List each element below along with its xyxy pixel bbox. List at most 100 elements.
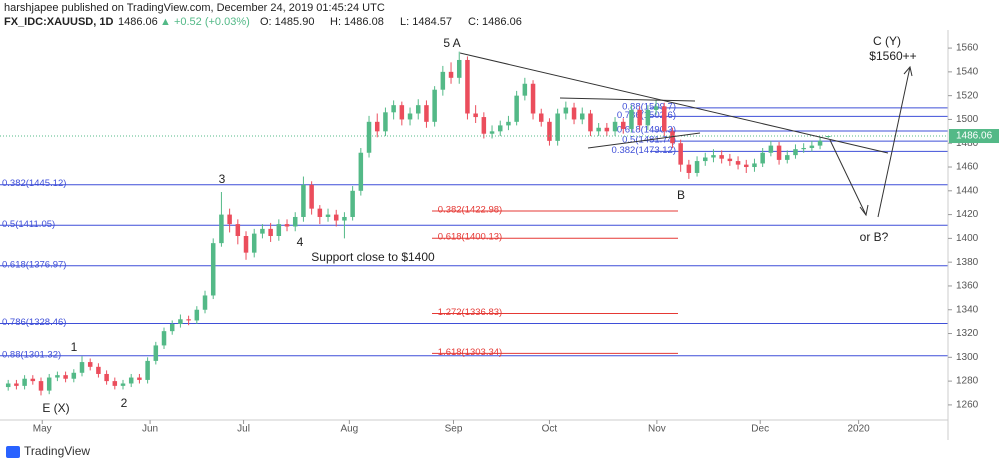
x-tick-label: Nov <box>648 424 666 435</box>
projection <box>877 66 911 218</box>
candle-body <box>22 378 27 386</box>
candle-body <box>637 109 642 126</box>
y-tick-label: 1300 <box>956 352 979 363</box>
candle-body <box>506 121 511 126</box>
candle-body <box>612 121 618 132</box>
candle-body <box>432 89 437 122</box>
open-value: O: 1485.90 <box>260 16 314 28</box>
x-tick-label: Sep <box>445 424 463 435</box>
projection <box>829 139 867 216</box>
candle-body <box>752 163 757 168</box>
candle-body <box>235 224 241 237</box>
candle-body <box>137 377 142 380</box>
brand: TradingView <box>24 444 90 458</box>
candle-body <box>276 224 282 237</box>
candle-body <box>440 71 446 90</box>
candle-body <box>202 295 208 310</box>
annotation: C (Y) <box>873 34 901 48</box>
candle-body <box>391 105 396 113</box>
y-tick-label: 1460 <box>956 162 979 173</box>
price: 1486.06 <box>118 16 158 28</box>
candle-body <box>161 331 167 346</box>
candle-body <box>96 366 101 374</box>
candle-body <box>14 383 19 386</box>
candle-body <box>465 59 470 114</box>
candle-body <box>538 113 544 122</box>
annotation: 5 A <box>443 36 460 50</box>
candle-body <box>481 117 487 134</box>
level-label: 1.272(1336.83) <box>438 307 502 318</box>
level-label: 0.618(1490.3) <box>617 124 676 135</box>
y-tick-label: 1400 <box>956 233 979 244</box>
candle-body <box>120 383 126 386</box>
annotation: 4 <box>297 235 304 249</box>
candle-body <box>809 145 815 148</box>
x-tick-label: Oct <box>542 424 558 435</box>
x-tick-label: Jun <box>142 424 158 435</box>
candle-body <box>662 106 667 132</box>
candle-body <box>178 319 183 325</box>
level-label: 0.618(1376.97) <box>2 259 66 270</box>
candle-body <box>350 190 355 217</box>
candle-body <box>473 113 478 118</box>
y-tick-label: 1420 <box>956 209 979 220</box>
annotation: E (X) <box>42 401 69 415</box>
y-tick-label: 1280 <box>956 376 979 387</box>
candle-body <box>79 362 85 373</box>
candle-body <box>448 71 454 78</box>
candle-body <box>169 324 175 332</box>
y-tick-label: 1320 <box>956 328 979 339</box>
x-tick-label: 2020 <box>847 424 870 435</box>
byline: harshjapee published on TradingView.com,… <box>4 2 385 14</box>
candle-body <box>358 152 364 191</box>
candle-body <box>768 145 774 153</box>
candle-body <box>227 214 232 225</box>
candle-body <box>670 131 675 144</box>
candle-body <box>817 140 823 146</box>
level-label: 0.382(1445.12) <box>2 178 66 189</box>
candle-body <box>760 152 765 164</box>
trend-line <box>587 132 701 149</box>
candle-body <box>579 113 585 120</box>
y-tick-label: 1540 <box>956 67 979 78</box>
plot-area: 0.382(1445.12) 0.5(1411.05) 0.618(1376.97)… <box>0 51 948 396</box>
annotation: $1560++ <box>869 49 916 63</box>
candle-body <box>38 381 44 391</box>
candle-body <box>776 145 782 160</box>
candle-body <box>128 377 134 384</box>
candle-body <box>596 127 601 132</box>
candle-body <box>104 373 109 382</box>
candle-body <box>71 372 77 379</box>
trend-lines <box>459 52 913 218</box>
level-label: 0.382(1422.98) <box>438 205 502 216</box>
level-label: 0.88(1509.7) <box>622 101 676 112</box>
level-label: 0.5(1411.05) <box>2 219 55 230</box>
annotation: Support close to $1400 <box>311 250 435 264</box>
candle-body <box>325 214 331 217</box>
candle-body <box>522 83 528 96</box>
candle-body <box>342 216 347 221</box>
level-label: 0.786(1328.46) <box>2 317 66 328</box>
candle-body <box>563 107 569 114</box>
last-price-label: 1486.06 <box>956 131 993 142</box>
candle-body <box>547 121 552 141</box>
annotation: 2 <box>121 396 128 410</box>
annotation: 1 <box>71 340 78 354</box>
candle-body <box>727 158 733 162</box>
y-tick-label: 1440 <box>956 185 979 196</box>
candle-body <box>785 155 790 160</box>
candle-body <box>399 105 405 120</box>
candle-body <box>301 184 306 217</box>
candle-body <box>333 214 339 221</box>
x-tick-label: Aug <box>340 424 358 435</box>
candle-body <box>793 149 798 156</box>
candle-body <box>686 164 692 173</box>
candle-body <box>243 236 249 253</box>
candle-body <box>719 155 724 159</box>
candle-body <box>735 161 741 165</box>
candle-body <box>744 164 749 168</box>
x-tick-label: May <box>33 424 52 435</box>
last-price-box <box>949 129 999 144</box>
